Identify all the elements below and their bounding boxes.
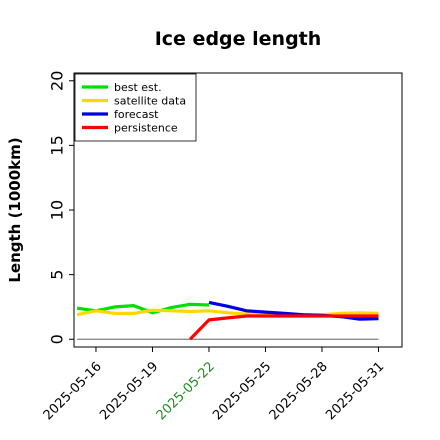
y-tick-label-0: 0 bbox=[48, 334, 67, 344]
legend-label-0: best est. bbox=[114, 81, 162, 94]
legend-box bbox=[74, 73, 197, 142]
series-line-forecast bbox=[208, 300, 379, 321]
y-tick-label-20: 20 bbox=[48, 71, 67, 91]
y-tick-label-15: 15 bbox=[48, 135, 67, 155]
series-line-persistence bbox=[188, 314, 379, 341]
x-tick-label-2025-05-22: 2025-05-22 bbox=[154, 359, 218, 423]
legend-label-3: persistence bbox=[114, 122, 178, 135]
chart-title: Ice edge length bbox=[155, 28, 322, 50]
legend-label-2: forecast bbox=[114, 108, 159, 121]
x-tick-label-2025-05-16: 2025-05-16 bbox=[41, 359, 105, 423]
y-tick-label-5: 5 bbox=[48, 270, 67, 280]
legend-label-1: satellite data bbox=[114, 95, 186, 108]
y-axis-label: Length (1000km) bbox=[6, 137, 24, 282]
x-tick-label-2025-05-25: 2025-05-25 bbox=[210, 359, 274, 423]
y-tick-label-10: 10 bbox=[48, 200, 67, 220]
x-tick-label-2025-05-28: 2025-05-28 bbox=[267, 359, 331, 423]
x-tick-label-2025-05-31: 2025-05-31 bbox=[323, 359, 387, 423]
plot-area: 051015202025-05-162025-05-192025-05-2220… bbox=[41, 71, 403, 423]
x-tick-label-2025-05-19: 2025-05-19 bbox=[97, 359, 161, 423]
